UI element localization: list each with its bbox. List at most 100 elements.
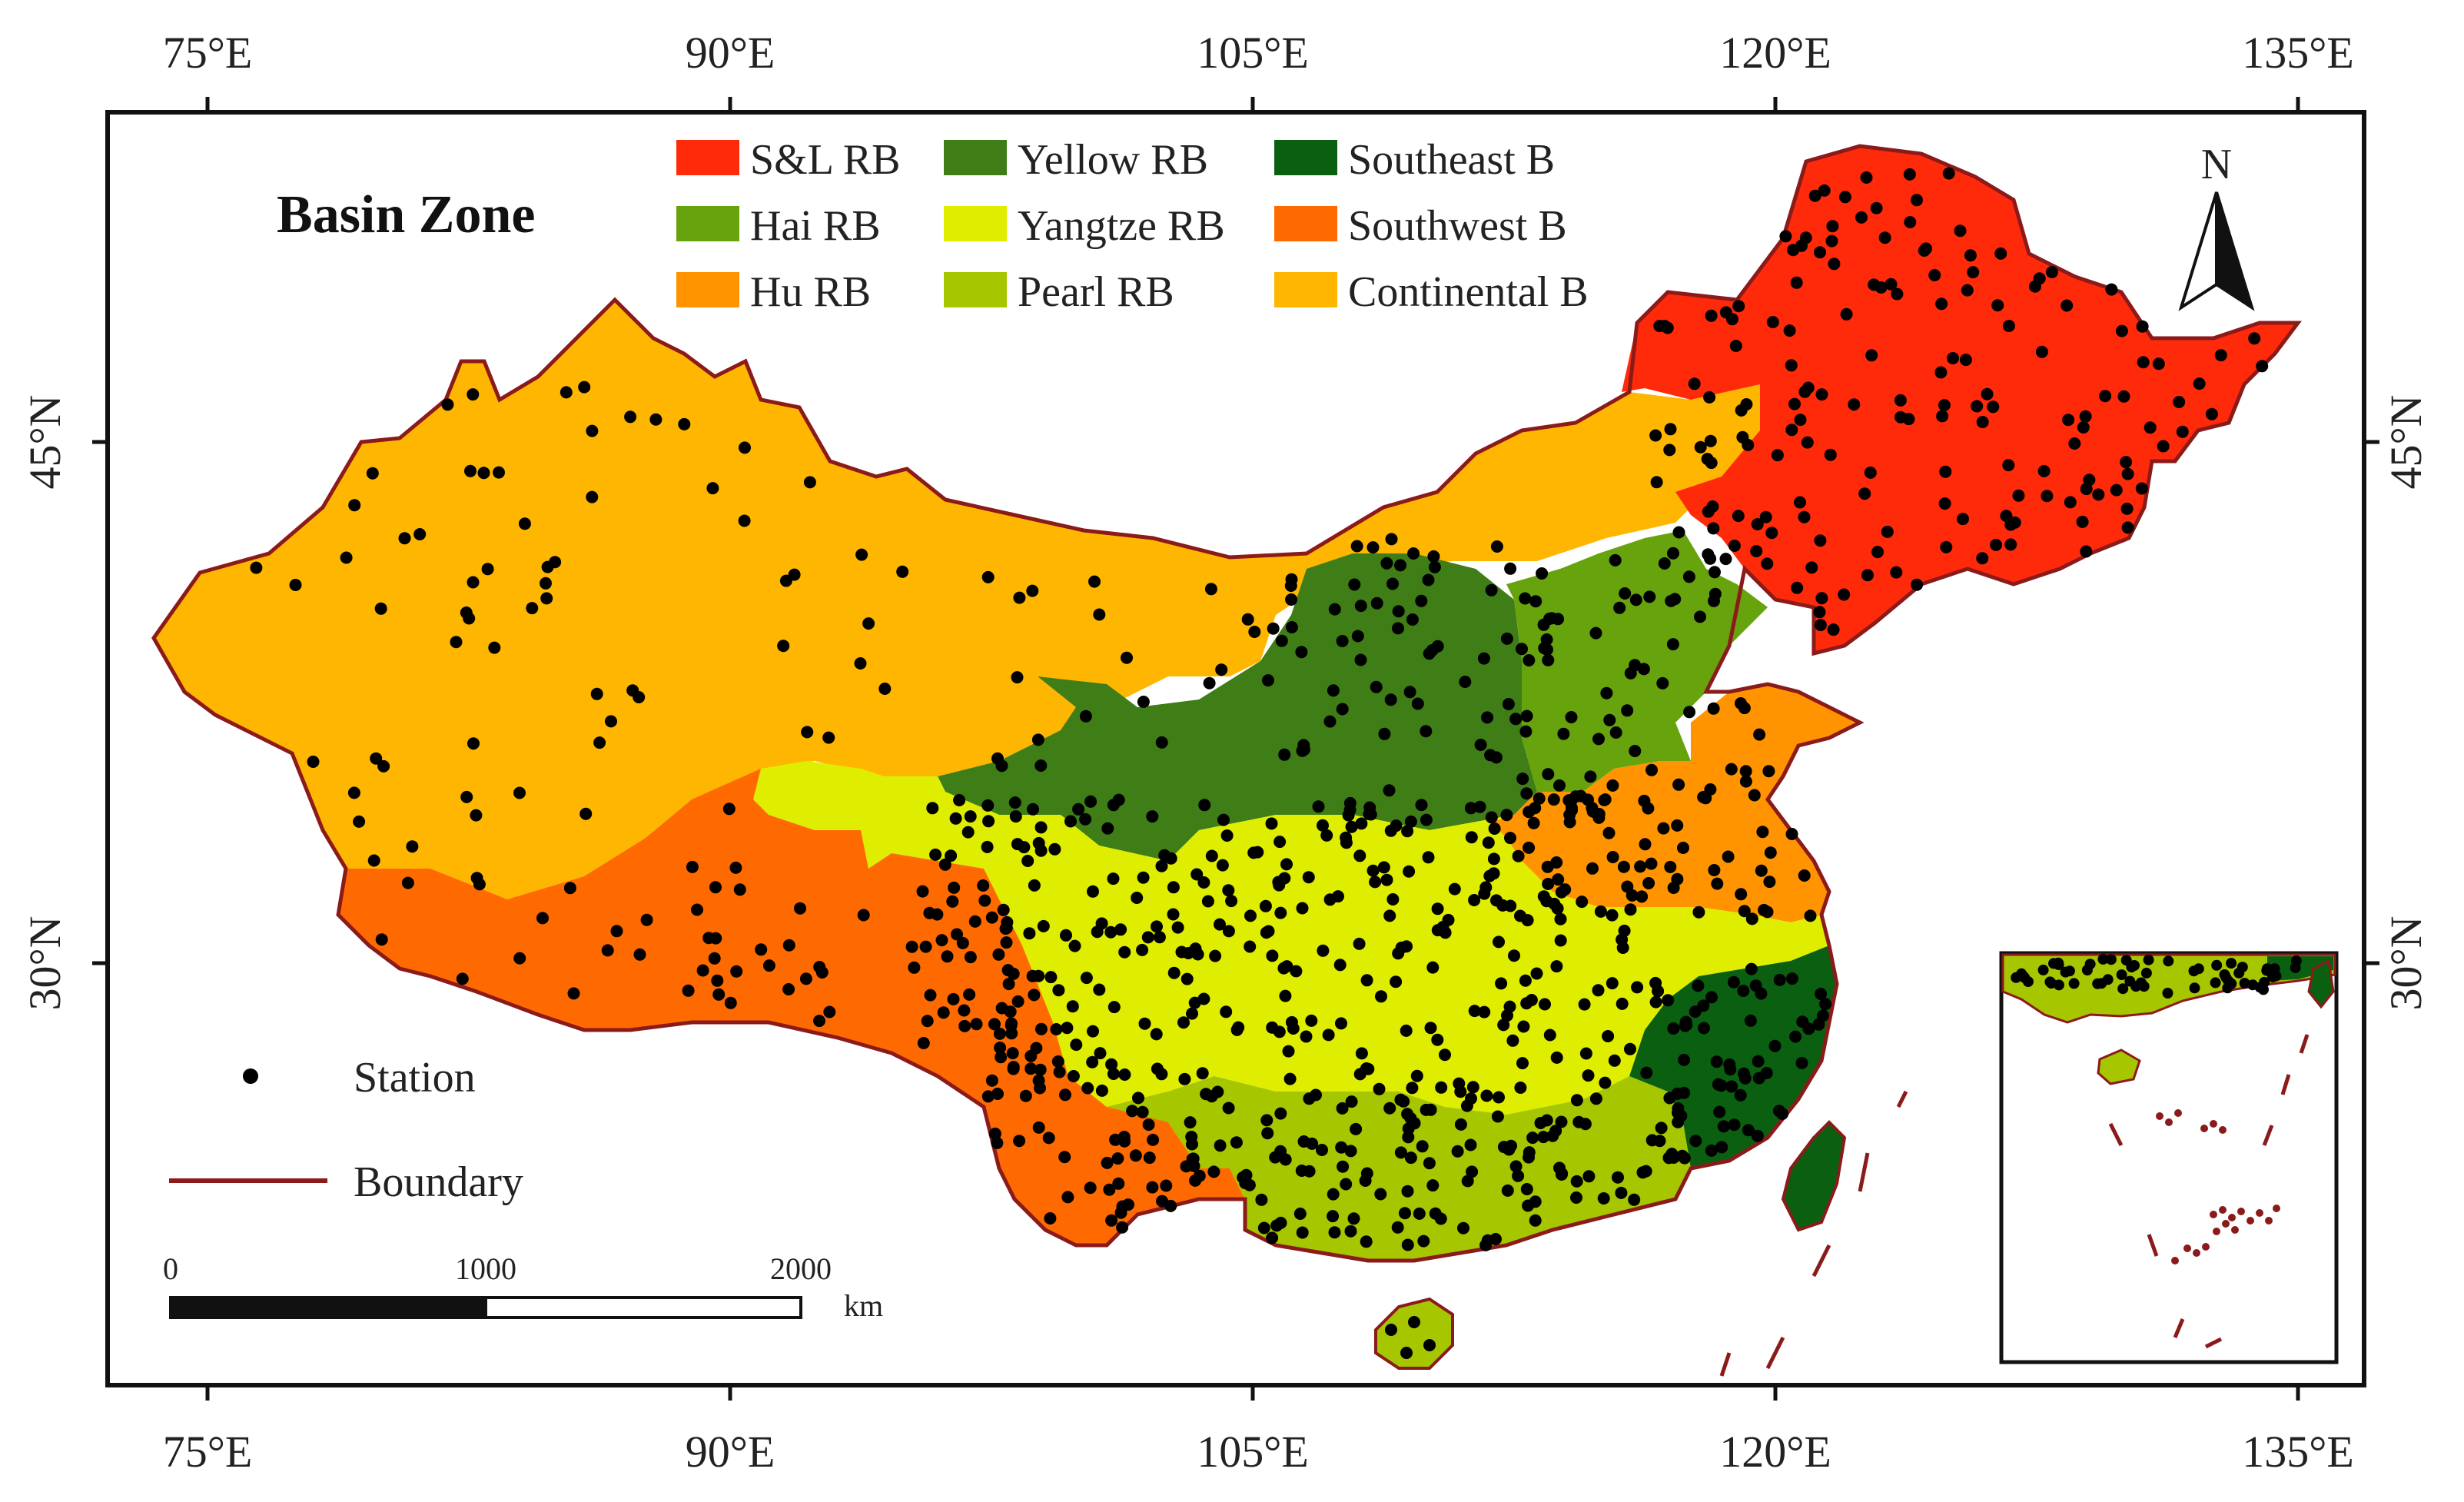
- station-marker: [1737, 985, 1750, 997]
- inset-station-marker: [2211, 959, 2223, 971]
- station-marker: [1305, 1014, 1318, 1027]
- station-marker: [1763, 876, 1776, 889]
- station-marker: [1280, 858, 1293, 871]
- station-marker: [1155, 859, 1168, 872]
- station-marker: [1753, 728, 1766, 741]
- station-marker: [1274, 1107, 1287, 1120]
- station-marker: [1011, 995, 1024, 1008]
- station-marker: [1709, 566, 1721, 579]
- station-marker: [1491, 1110, 1504, 1123]
- station-marker: [1422, 573, 1435, 587]
- station-marker: [1894, 410, 1907, 424]
- station-marker: [1413, 1207, 1426, 1220]
- station-marker: [968, 915, 981, 928]
- inset-station-marker: [2053, 959, 2064, 970]
- station-marker: [2037, 464, 2051, 477]
- station-marker: [1871, 546, 1884, 559]
- station-marker: [1182, 947, 1195, 959]
- station-marker: [1694, 440, 1707, 454]
- station-marker: [1671, 872, 1684, 886]
- station-marker: [1137, 696, 1150, 708]
- station-marker: [1658, 320, 1671, 332]
- station-marker: [578, 380, 591, 394]
- scale-label-2000: 2000: [770, 1251, 832, 1286]
- station-marker: [1785, 424, 1798, 437]
- lat-label-right-30: 30°N: [2381, 915, 2431, 1010]
- station-marker: [981, 570, 995, 583]
- station-marker: [1509, 1160, 1523, 1173]
- station-marker: [1442, 913, 1455, 926]
- station-marker: [1616, 942, 1629, 954]
- station-marker: [919, 940, 932, 953]
- station-marker: [1523, 654, 1536, 666]
- station-marker: [1390, 819, 1403, 832]
- station-marker: [1255, 1193, 1268, 1206]
- station-marker: [1667, 547, 1679, 560]
- station-marker: [1417, 1234, 1430, 1248]
- lat-label-left-30: 30°N: [20, 915, 70, 1010]
- station-marker: [1543, 1028, 1556, 1042]
- station-marker: [1738, 905, 1751, 918]
- station-marker: [1146, 810, 1159, 823]
- station-marker: [1490, 540, 1503, 553]
- station-marker: [2193, 377, 2206, 390]
- station-marker: [970, 1018, 983, 1031]
- station-marker: [1825, 234, 1838, 248]
- station-marker: [1489, 1233, 1502, 1245]
- station-marker: [1938, 497, 1951, 510]
- station-marker: [1826, 220, 1839, 233]
- station-marker: [1520, 787, 1533, 800]
- station-marker: [923, 906, 936, 919]
- station-marker: [2256, 360, 2269, 373]
- station-marker: [1104, 925, 1117, 939]
- station-marker: [1719, 553, 1732, 566]
- station-marker: [1129, 1149, 1142, 1162]
- station-marker: [1353, 849, 1366, 862]
- station-marker: [706, 482, 719, 495]
- station-marker: [1274, 906, 1287, 919]
- station-marker: [1688, 377, 1701, 390]
- station-marker: [377, 759, 390, 773]
- station-marker: [1383, 784, 1396, 797]
- station-marker: [1771, 449, 1784, 462]
- station-marker: [1241, 613, 1254, 626]
- station-marker: [1275, 634, 1288, 647]
- station-marker: [366, 467, 379, 480]
- station-marker: [1589, 626, 1602, 640]
- station-marker: [1466, 1081, 1479, 1094]
- station-marker: [1672, 1102, 1685, 1115]
- inset-station-marker: [2189, 982, 2200, 994]
- station-marker: [1215, 663, 1228, 676]
- station-marker: [624, 410, 637, 424]
- legend-swatch-sl: [676, 140, 739, 175]
- station-marker: [1827, 623, 1840, 636]
- station-marker: [1112, 1177, 1125, 1190]
- station-marker: [450, 636, 463, 649]
- station-marker: [1519, 725, 1533, 738]
- station-marker: [1719, 306, 1732, 319]
- station-marker: [1360, 1167, 1373, 1180]
- sea-boundary-dashes: [1719, 1090, 1908, 1377]
- station-marker: [1005, 1027, 1018, 1040]
- station-marker: [1487, 852, 1500, 866]
- station-marker: [2080, 545, 2093, 558]
- station-marker: [1516, 643, 1528, 656]
- inset-frame: [1999, 951, 2339, 1364]
- station-marker: [1248, 626, 1261, 638]
- station-marker: [1360, 1062, 1373, 1075]
- station-marker: [1794, 496, 1806, 509]
- station-marker: [540, 592, 553, 605]
- station-marker: [1274, 836, 1287, 849]
- station-marker: [1013, 591, 1026, 604]
- station-marker: [1201, 895, 1214, 908]
- station-marker: [1295, 1165, 1308, 1177]
- station-marker: [1794, 414, 1807, 427]
- station-marker: [1704, 434, 1717, 447]
- station-marker: [1340, 831, 1353, 844]
- station-marker: [1666, 638, 1679, 651]
- station-marker: [1429, 1207, 1442, 1220]
- station-marker: [1482, 836, 1495, 849]
- station-marker: [347, 786, 360, 799]
- station-marker: [963, 988, 976, 1001]
